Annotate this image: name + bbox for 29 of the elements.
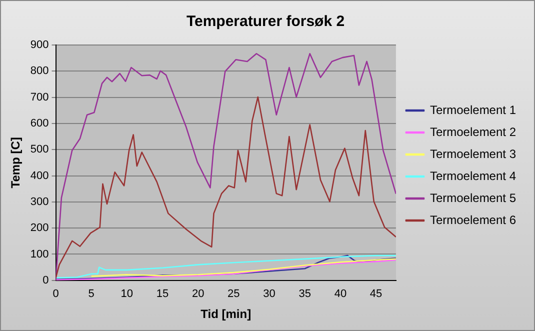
legend-label: Termoelement 3 xyxy=(430,146,516,161)
x-tick-label: 30 xyxy=(263,288,276,300)
y-tick-label: 700 xyxy=(30,91,49,104)
x-tick-label: 0 xyxy=(52,288,59,300)
legend-label: Termoelement 5 xyxy=(430,190,516,205)
x-tick-label: 20 xyxy=(192,288,204,300)
y-tick-label: 800 xyxy=(30,65,49,78)
y-tick-label: 400 xyxy=(30,170,49,182)
y-axis-title: Temp [C] xyxy=(8,137,23,188)
x-tick-label: 5 xyxy=(88,288,94,300)
y-tick-label: 100 xyxy=(30,248,49,260)
y-tick-label: 300 xyxy=(30,196,49,208)
legend-label: Termoelement 6 xyxy=(430,212,516,227)
x-tick-label: 45 xyxy=(370,288,382,300)
y-tick-label: 900 xyxy=(30,39,49,52)
legend-label: Termoelement 4 xyxy=(430,168,516,183)
y-tick-label: 500 xyxy=(30,144,49,156)
legend-label: Termoelement 1 xyxy=(430,102,516,117)
x-tick-label: 25 xyxy=(228,288,240,300)
x-tick-label: 15 xyxy=(156,288,169,300)
y-tick-label: 200 xyxy=(30,222,49,234)
chart-title: Temperaturer forsøk 2 xyxy=(186,13,345,30)
y-tick-label: 600 xyxy=(30,118,49,130)
legend-label: Termoelement 2 xyxy=(430,124,516,139)
x-tick-label: 35 xyxy=(298,288,311,300)
x-axis-title: Tid [min] xyxy=(200,307,252,322)
y-tick-label: 0 xyxy=(42,274,49,286)
x-tick-label: 40 xyxy=(334,288,347,300)
x-tick-label: 10 xyxy=(120,288,134,300)
